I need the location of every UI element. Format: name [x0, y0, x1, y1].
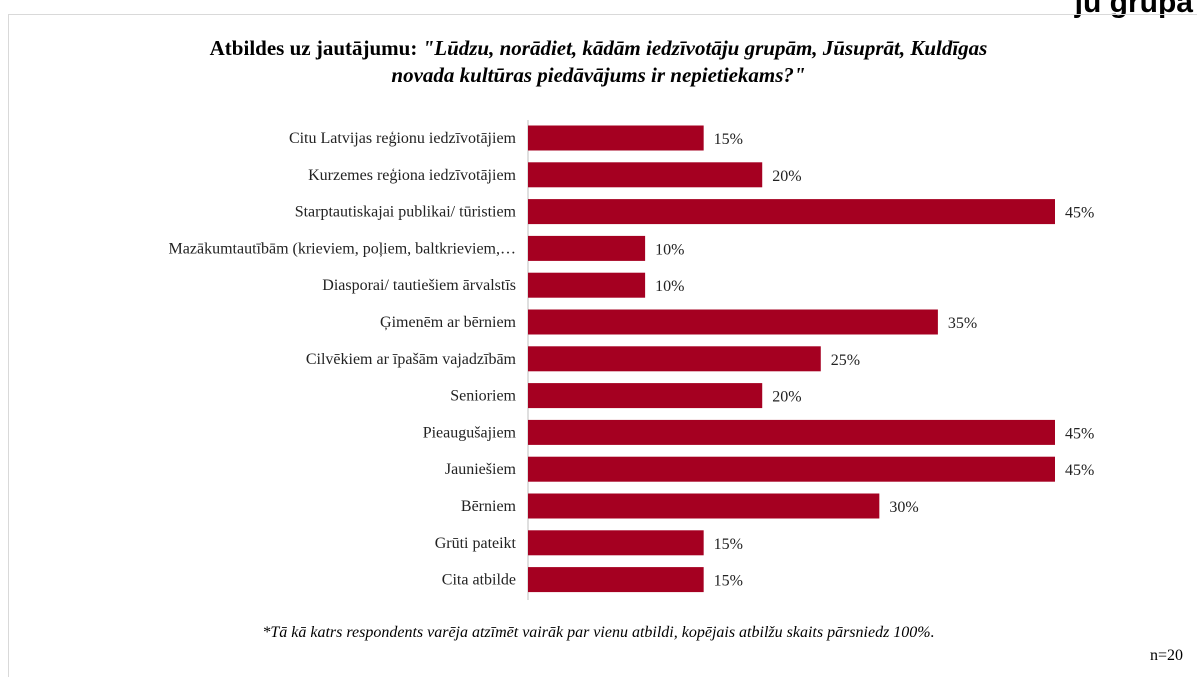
chart-frame [8, 14, 1197, 677]
bar [528, 493, 880, 519]
category-label: Mazākumtautībām (krieviem, poļiem, baltk… [169, 240, 516, 257]
value-label: 45% [1065, 205, 1094, 222]
category-label: Grūti pateikt [435, 535, 517, 552]
bar [528, 162, 763, 188]
bar [528, 419, 1055, 445]
bar [528, 235, 646, 261]
bar [528, 346, 821, 372]
bar [528, 456, 1055, 482]
value-label: 20% [772, 168, 801, 185]
category-label: Bērniem [461, 498, 517, 515]
bar [528, 530, 704, 556]
category-label: Diasporai/ tautiešiem ārvalstīs [322, 277, 516, 294]
bar [528, 383, 763, 409]
category-label: Senioriem [450, 388, 516, 405]
category-label: Kurzemes reģiona iedzīvotājiem [308, 167, 516, 184]
bar [528, 125, 704, 151]
chart-title: Atbildes uz jautājumu: "Lūdzu, norādiet,… [0, 35, 1197, 89]
category-label: Jauniešiem [445, 461, 517, 478]
category-label: Cilvēkiem ar īpašām vajadzībām [306, 351, 517, 368]
bar [528, 567, 704, 593]
value-label: 10% [655, 278, 684, 295]
category-label: Pieaugušajiem [423, 424, 517, 441]
value-label: 30% [889, 499, 918, 516]
value-label: 45% [1065, 425, 1094, 442]
bar [528, 309, 938, 335]
category-label: Citu Latvijas reģionu iedzīvotājiem [289, 130, 517, 147]
bar [528, 272, 646, 298]
value-label: 10% [655, 241, 684, 258]
category-label: Cita atbilde [442, 572, 516, 589]
chart-title-question-line-2: novada kultūras piedāvājums ir nepietiek… [391, 63, 806, 87]
value-label: 15% [714, 131, 743, 148]
value-label: 20% [772, 389, 801, 406]
value-label: 15% [714, 536, 743, 553]
value-label: 25% [831, 352, 860, 369]
category-label: Ģimenēm ar bērniem [380, 314, 517, 331]
sample-size-label: n=20 [1149, 647, 1183, 664]
bar [528, 199, 1055, 225]
chart-title-prefix: Atbildes uz jautājumu: [209, 36, 423, 60]
value-label: 45% [1065, 462, 1094, 479]
footnote: *Tā kā katrs respondents varēja atzīmēt … [262, 624, 935, 641]
chart-title-question-line-1: "Lūdzu, norādiet, kādām iedzīvotāju grup… [422, 36, 988, 60]
value-label: 35% [948, 315, 977, 332]
category-label: Starptautiskajai publikai/ tūristiem [295, 204, 517, 221]
value-label: 15% [714, 573, 743, 590]
